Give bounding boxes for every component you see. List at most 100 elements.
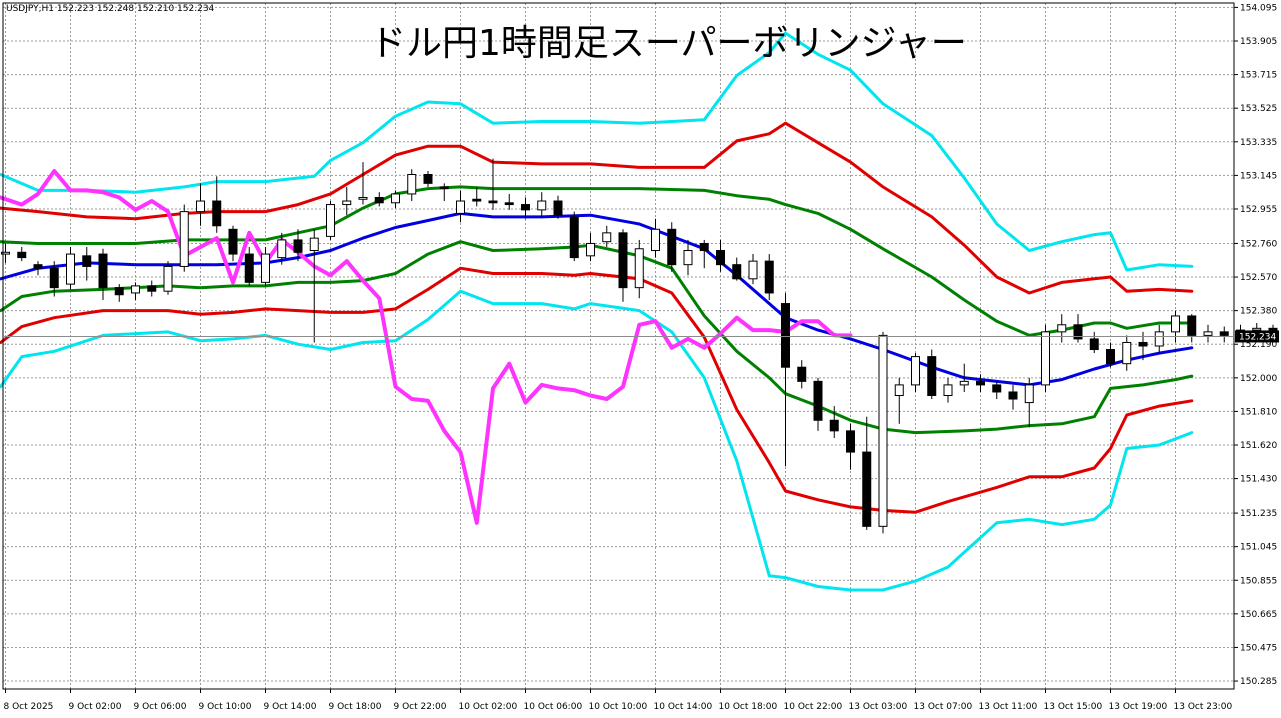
- candle-body: [732, 264, 742, 280]
- x-tick-label: 9 Oct 02:00: [69, 702, 122, 712]
- candlestick: [764, 254, 774, 301]
- candlestick: [1154, 324, 1164, 354]
- y-tick-label: 150.285: [1240, 677, 1277, 687]
- candlestick: [131, 282, 140, 301]
- candle-body: [553, 200, 563, 216]
- candle-body: [959, 380, 969, 386]
- candle-body: [586, 242, 595, 257]
- candle-body: [894, 384, 904, 397]
- candle-body: [309, 237, 319, 252]
- candlestick: [504, 193, 514, 210]
- candlestick: [634, 239, 644, 299]
- indicator-line: [0, 289, 1194, 592]
- candlestick: [1106, 342, 1115, 368]
- candle-body: [179, 211, 189, 267]
- candlestick: [1024, 377, 1034, 428]
- candlestick: [959, 363, 969, 392]
- candlestick: [114, 284, 124, 302]
- candlestick: [797, 360, 807, 389]
- candle-body: [1008, 391, 1018, 400]
- candlestick: [326, 201, 335, 240]
- candlesticks: [1, 158, 1278, 534]
- y-tick-label: 153.525: [1240, 104, 1277, 114]
- y-tick-label: 151.235: [1240, 509, 1277, 519]
- y-tick-label: 151.810: [1240, 407, 1277, 417]
- candlestick: [1187, 314, 1197, 343]
- candle-body: [683, 250, 693, 266]
- candlestick: [553, 195, 563, 219]
- candlestick: [683, 239, 693, 276]
- y-tick-label: 152.000: [1240, 374, 1277, 384]
- candle-body: [716, 250, 725, 266]
- symbol-info: USDJPY,H1 152.223 152.248 152.210 152.23…: [6, 4, 215, 14]
- y-tick-label: 151.045: [1240, 543, 1277, 553]
- candlestick: [1, 243, 10, 263]
- x-tick-label: 13 Oct 23:00: [1174, 702, 1233, 712]
- y-tick-label: 152.760: [1240, 239, 1277, 249]
- candlestick: [244, 246, 254, 286]
- y-tick-label: 152.570: [1240, 273, 1277, 283]
- candlestick: [846, 423, 855, 470]
- x-tick-label: 9 Oct 22:00: [394, 702, 447, 712]
- candle-body: [1187, 315, 1197, 336]
- candlestick: [537, 192, 547, 217]
- candlestick: [667, 222, 677, 272]
- candle-body: [1203, 331, 1213, 336]
- y-tick-label: 152.380: [1240, 307, 1277, 317]
- candlestick: [1008, 384, 1018, 410]
- candlestick: [82, 246, 92, 281]
- candlestick: [862, 416, 872, 530]
- candlestick: [342, 186, 352, 216]
- candle-body: [862, 451, 872, 527]
- indicator-line: [0, 121, 1194, 295]
- candle-body: [1057, 324, 1067, 333]
- y-tick-label: 150.475: [1240, 643, 1277, 653]
- candle-body: [992, 384, 1002, 393]
- x-tick-label: 13 Oct 19:00: [1109, 702, 1168, 712]
- candlestick: [569, 211, 579, 262]
- candlestick: [439, 183, 449, 202]
- candlestick: [1041, 324, 1050, 392]
- candle-body: [131, 285, 140, 294]
- candlestick: [521, 197, 530, 219]
- candle-body: [423, 174, 433, 184]
- candlestick: [358, 162, 368, 205]
- candlestick: [179, 204, 189, 272]
- candle-body: [1154, 331, 1164, 347]
- x-tick-label: 10 Oct 22:00: [784, 702, 843, 712]
- candle-body: [261, 253, 270, 283]
- candlestick: [1122, 335, 1132, 371]
- candle-body: [1122, 341, 1132, 365]
- chart-grid: [3, 3, 1234, 689]
- x-tick-label: 13 Oct 07:00: [914, 702, 973, 712]
- candlestick: [651, 218, 660, 258]
- candle-body: [618, 232, 628, 289]
- candle-body: [293, 239, 303, 253]
- candle-body: [277, 239, 287, 259]
- candlestick: [293, 229, 303, 262]
- candlestick: [618, 229, 628, 302]
- candlestick: [829, 406, 839, 438]
- candlestick: [472, 186, 482, 207]
- candle-body: [114, 287, 124, 296]
- candle-body: [699, 242, 709, 252]
- candlestick: [488, 158, 498, 210]
- current-price-label: 152.234: [1239, 332, 1276, 342]
- candlestick: [212, 176, 222, 233]
- indicator-line: [0, 169, 853, 525]
- candle-body: [927, 356, 937, 397]
- candle-body: [943, 384, 953, 397]
- candle-body: [1106, 349, 1115, 365]
- candlestick: [423, 170, 433, 187]
- candlestick: [602, 225, 612, 247]
- indicator-line: [0, 211, 1194, 387]
- x-tick-label: 13 Oct 15:00: [1044, 702, 1103, 712]
- candlestick: [699, 239, 709, 269]
- candle-body: [1024, 384, 1034, 404]
- indicator-lines: [0, 31, 1194, 592]
- candle-body: [82, 255, 92, 267]
- y-tick-label: 151.620: [1240, 441, 1277, 451]
- candlestick: [1073, 314, 1083, 343]
